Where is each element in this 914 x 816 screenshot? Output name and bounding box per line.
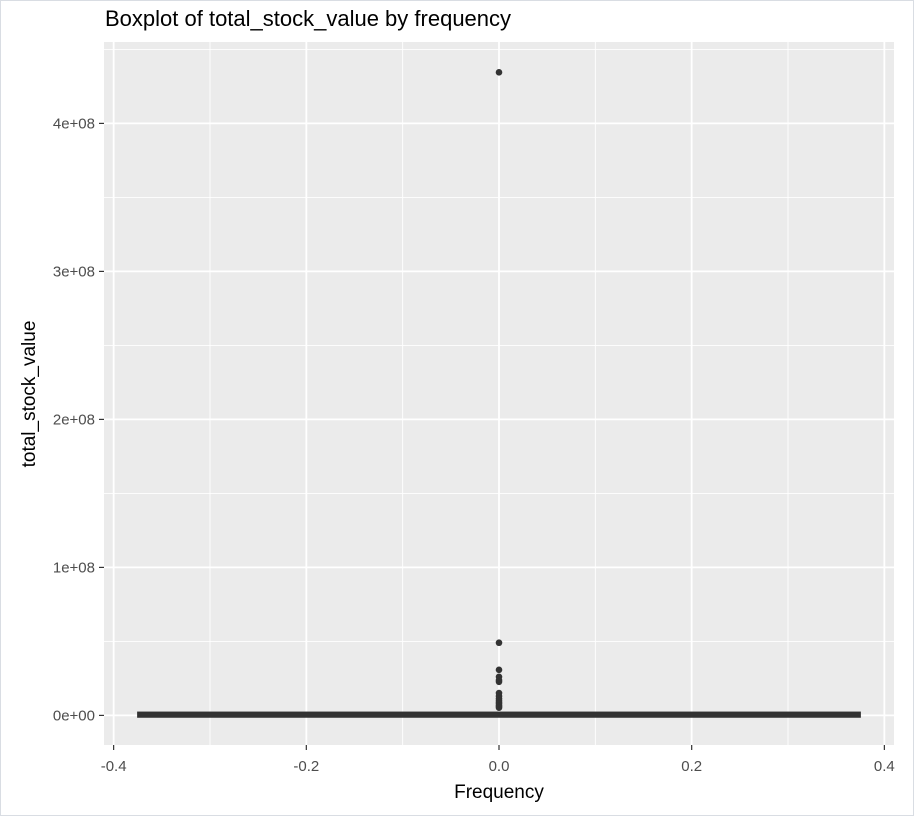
x-tick-label: -0.2: [293, 758, 319, 775]
y-tick-label: 1e+08: [53, 559, 95, 576]
chart-title: Boxplot of total_stock_value by frequenc…: [105, 6, 511, 31]
chart-marks: [137, 69, 861, 718]
y-tick-label: 4e+08: [53, 115, 95, 132]
outlier-point: [495, 678, 503, 686]
x-axis: -0.4 -0.2 0.0 0.2 0.4: [101, 745, 895, 775]
outlier-point: [495, 639, 503, 647]
x-tick-label: 0.0: [489, 758, 510, 775]
x-axis-title: Frequency: [454, 782, 544, 803]
outlier-point: [495, 69, 503, 76]
x-tick-label: 0.2: [681, 758, 702, 775]
x-tick-label: -0.4: [101, 758, 127, 775]
x-tick-label: 0.4: [874, 758, 895, 775]
y-tick-label: 0e+00: [53, 707, 95, 724]
outlier-point: [495, 704, 503, 712]
y-tick-label: 3e+08: [53, 263, 95, 280]
y-axis: 0e+00 1e+08 2e+08 3e+08 4e+08: [53, 115, 104, 724]
y-axis-title: total_stock_value: [19, 321, 40, 468]
plot-panel: [104, 42, 894, 745]
y-tick-label: 2e+08: [53, 411, 95, 428]
outlier-point: [495, 666, 503, 674]
